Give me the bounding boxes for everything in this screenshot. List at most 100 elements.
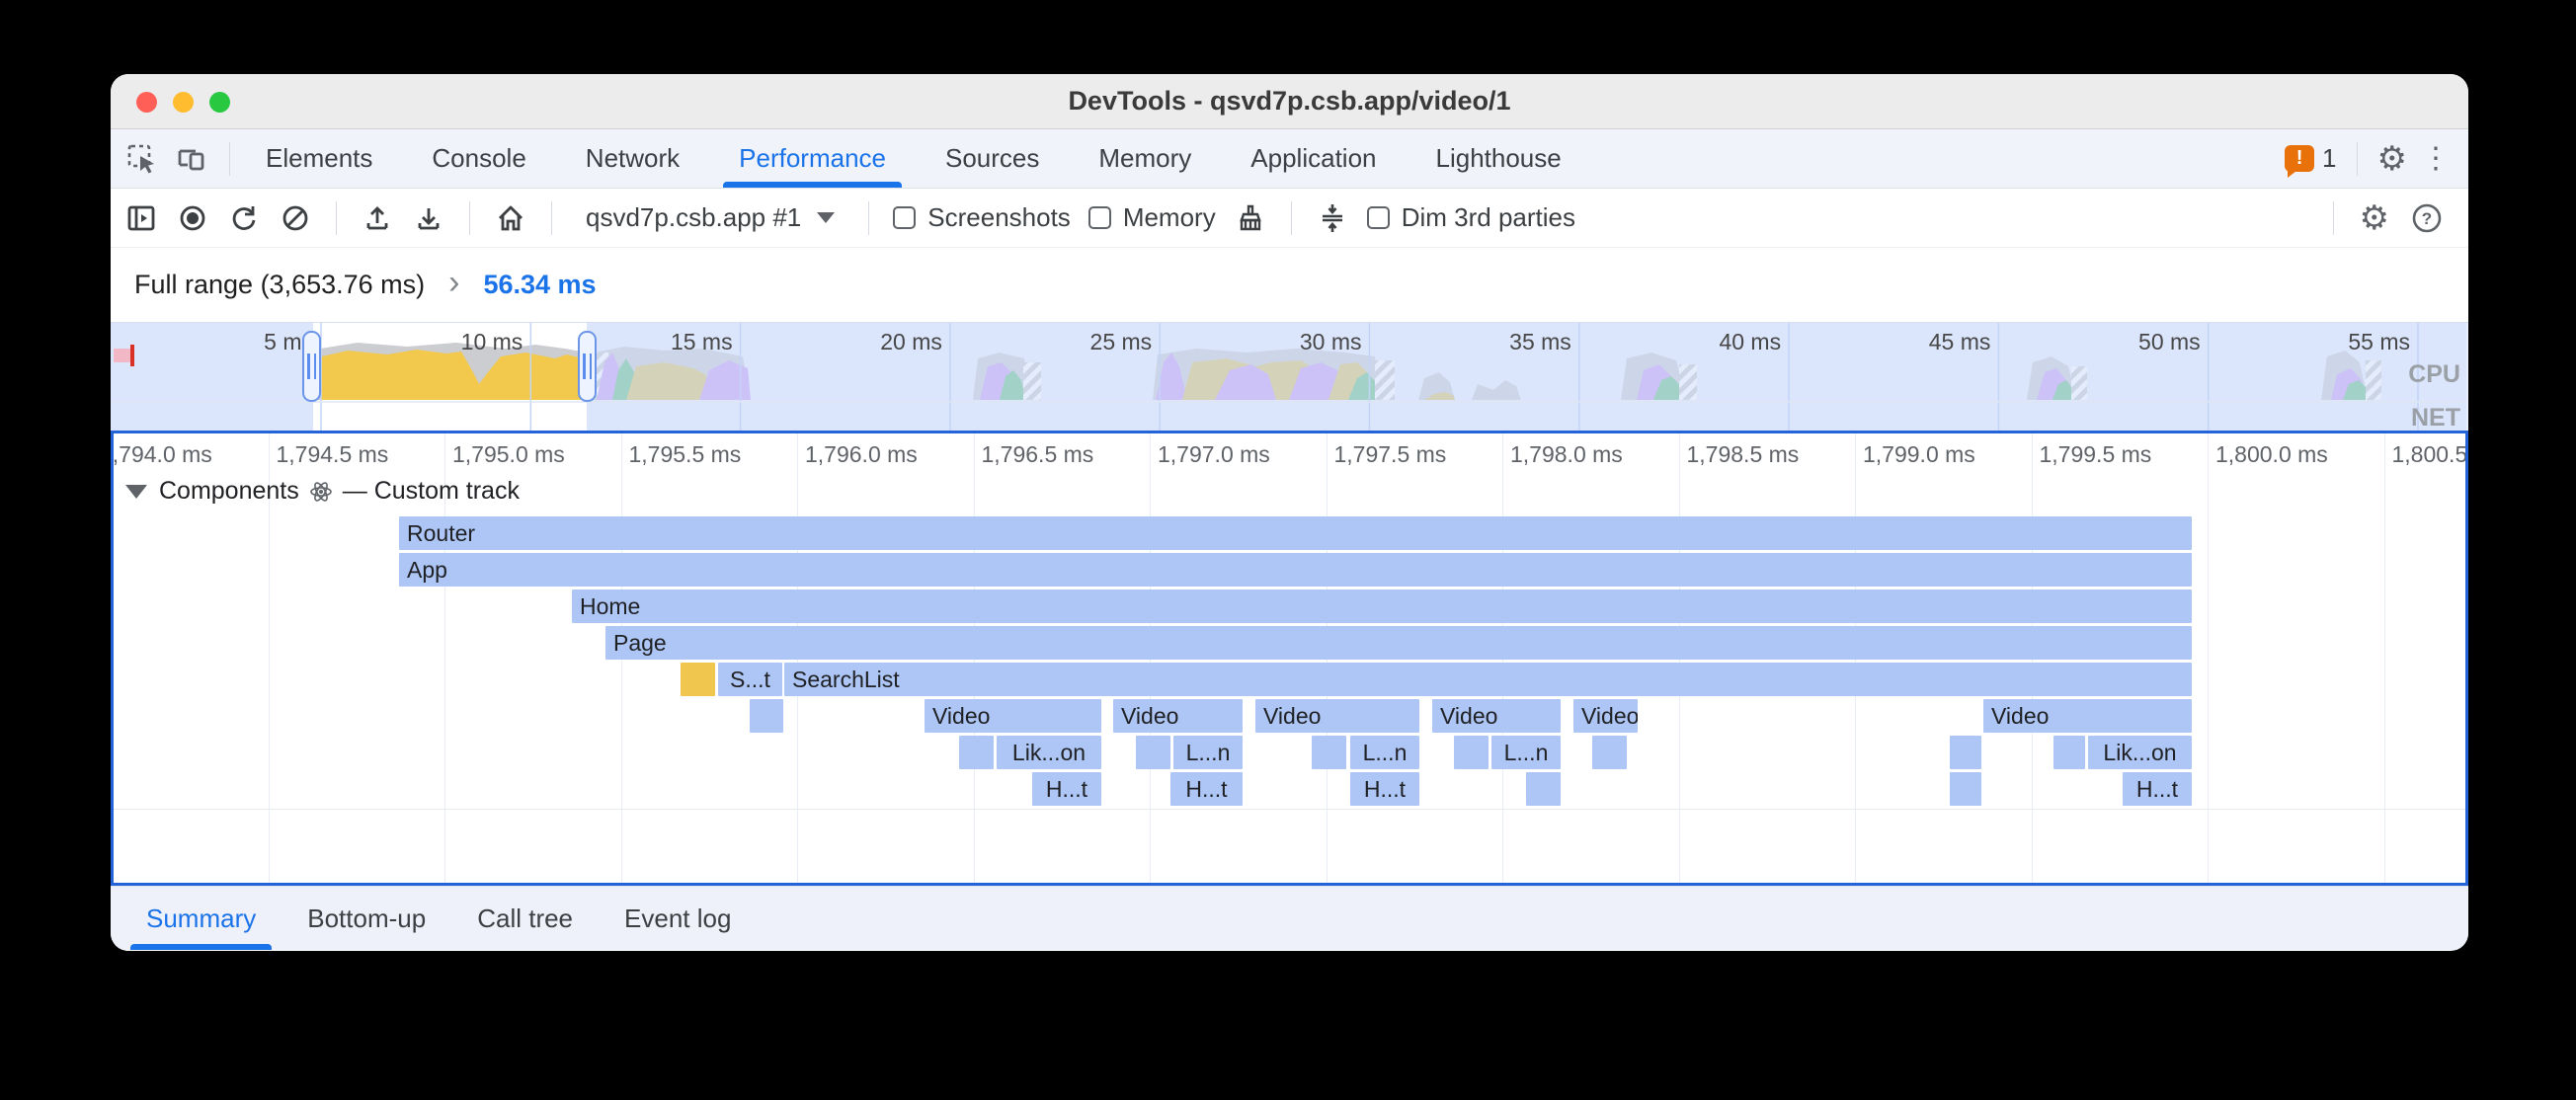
help-icon[interactable]: ? bbox=[2409, 200, 2445, 236]
minimap-tick-label: 10 ms bbox=[460, 329, 523, 354]
timeline-overview[interactable]: 5 ms 10 ms 15 ms 20 ms 25 ms 30 ms 35 ms 40 ms 4… bbox=[111, 322, 2468, 431]
flame-bar[interactable] bbox=[1312, 736, 1346, 769]
settings-gear-icon[interactable]: ⚙ bbox=[2376, 139, 2407, 178]
left-window-handle[interactable] bbox=[302, 331, 321, 402]
garbage-collect-icon[interactable] bbox=[1234, 201, 1267, 235]
tab-console[interactable]: Console bbox=[432, 143, 526, 173]
collapse-triangle-icon bbox=[125, 484, 147, 499]
flame-bar[interactable] bbox=[750, 699, 783, 733]
flame-bar[interactable] bbox=[1592, 736, 1627, 769]
flame-bar-video[interactable]: Video bbox=[1573, 699, 1638, 733]
download-profile-icon[interactable] bbox=[412, 201, 445, 235]
divider bbox=[229, 141, 230, 176]
flame-bar-searchlist[interactable]: SearchList bbox=[784, 663, 2192, 696]
target-name: qsvd7p.csb.app #1 bbox=[586, 202, 802, 232]
inspect-element-icon[interactable] bbox=[124, 141, 160, 177]
dim-3rd-parties-checkbox[interactable]: Dim 3rd parties bbox=[1366, 202, 1575, 233]
flame-bar-video[interactable]: Video bbox=[1255, 699, 1419, 733]
full-range-crumb[interactable]: Full range (3,653.76 ms) bbox=[134, 270, 426, 299]
flame-bar[interactable] bbox=[959, 736, 994, 769]
flame-bar-l-n[interactable]: L...n bbox=[1173, 736, 1243, 769]
axis-tick-label: 1,797.5 ms bbox=[1333, 441, 1447, 467]
titlebar: DevTools - qsvd7p.csb.app/video/1 bbox=[111, 74, 2468, 129]
zoom-window-button[interactable] bbox=[209, 92, 230, 113]
flame-chart-pane[interactable]: 1,794.0 ms 1,794.5 ms 1,795.0 ms 1,795.5 ms… bbox=[111, 431, 2468, 886]
flame-bar-video[interactable]: Video bbox=[1113, 699, 1243, 733]
tab-elements[interactable]: Elements bbox=[266, 143, 373, 173]
bottom-tab-event-log[interactable]: Event log bbox=[624, 903, 732, 933]
tab-lighthouse[interactable]: Lighthouse bbox=[1435, 143, 1562, 173]
device-toolbar-icon[interactable] bbox=[174, 141, 209, 177]
tab-network[interactable]: Network bbox=[585, 143, 681, 173]
issues-badge[interactable]: ! 1 bbox=[2285, 143, 2337, 178]
reload-record-icon[interactable] bbox=[227, 201, 261, 235]
screenshots-checkbox[interactable]: Screenshots bbox=[893, 202, 1071, 233]
flame-bar-h-t[interactable]: H...t bbox=[1350, 772, 1419, 806]
flame-bar-s-t[interactable]: S...t bbox=[718, 663, 782, 696]
tab-sources[interactable]: Sources bbox=[945, 143, 1040, 173]
divider bbox=[2332, 200, 2334, 235]
issue-count: 1 bbox=[2322, 143, 2337, 173]
minimize-window-button[interactable] bbox=[173, 92, 194, 113]
flame-bar-router[interactable]: Router bbox=[399, 516, 2192, 550]
network-request-bar bbox=[114, 349, 133, 362]
flame-bar[interactable] bbox=[1454, 736, 1489, 769]
axis-tick-label: 1,795.0 ms bbox=[452, 441, 565, 467]
selected-range-crumb[interactable]: 56.34 ms bbox=[483, 270, 597, 299]
flame-bar[interactable] bbox=[1136, 736, 1170, 769]
axis-tick-label: 1,794.5 ms bbox=[276, 441, 389, 467]
chevron-down-icon bbox=[817, 212, 836, 223]
flame-bar-lik-on[interactable]: Lik...on bbox=[997, 736, 1101, 769]
tab-memory[interactable]: Memory bbox=[1098, 143, 1192, 173]
flame-bar-video[interactable]: Video bbox=[1983, 699, 2192, 733]
flame-bar[interactable] bbox=[1526, 772, 1561, 806]
toggle-sidebar-icon[interactable] bbox=[124, 201, 158, 235]
flame-bar-video[interactable]: Video bbox=[1432, 699, 1561, 733]
flame-bar-l-n[interactable]: L...n bbox=[1350, 736, 1419, 769]
memory-checkbox[interactable]: Memory bbox=[1087, 202, 1216, 233]
flame-bar-h-t[interactable]: H...t bbox=[1170, 772, 1243, 806]
axis-tick-label: 1,800.0 ms bbox=[2215, 441, 2328, 467]
axis-tick-label: 1,798.0 ms bbox=[1510, 441, 1623, 467]
flame-bar-app[interactable]: App bbox=[399, 553, 2192, 587]
flame-bar[interactable] bbox=[1950, 736, 1981, 769]
cpu-overview-chart bbox=[111, 323, 2466, 431]
tab-application[interactable]: Application bbox=[1250, 143, 1377, 173]
axis-tick-label: 1,798.5 ms bbox=[1686, 441, 1800, 467]
home-icon[interactable] bbox=[494, 201, 527, 235]
track-title-suffix: — Custom track bbox=[342, 477, 520, 505]
tab-performance[interactable]: Performance bbox=[709, 129, 916, 188]
collapse-sections-icon[interactable] bbox=[1316, 201, 1349, 235]
flame-bar-video[interactable]: Video bbox=[925, 699, 1101, 733]
bottom-tab-summary[interactable]: Summary bbox=[121, 887, 282, 950]
flame-bar-h-t[interactable]: H...t bbox=[2123, 772, 2192, 806]
devtools-tabbar: Elements Console Network Performance Sources… bbox=[111, 129, 2468, 189]
bottom-tab-bottom-up[interactable]: Bottom-up bbox=[307, 903, 427, 933]
flame-bar-l-n[interactable]: L...n bbox=[1491, 736, 1561, 769]
track-header[interactable]: Components — Custom track bbox=[125, 477, 520, 506]
clear-icon[interactable] bbox=[279, 201, 312, 235]
axis-tick-label: 1,796.0 ms bbox=[805, 441, 918, 467]
flame-bar[interactable] bbox=[1950, 772, 1981, 806]
record-icon[interactable] bbox=[176, 201, 209, 235]
capture-settings-gear-icon[interactable]: ⚙ bbox=[2359, 198, 2389, 237]
bottom-tab-call-tree[interactable]: Call tree bbox=[477, 903, 574, 933]
target-selector[interactable]: qsvd7p.csb.app #1 bbox=[576, 202, 845, 233]
upload-profile-icon[interactable] bbox=[361, 201, 394, 235]
right-window-handle[interactable] bbox=[578, 331, 597, 402]
devtools-window: DevTools - qsvd7p.csb.app/video/1 Elemen… bbox=[111, 74, 2468, 951]
flame-bar-home[interactable]: Home bbox=[572, 589, 2192, 623]
traffic-lights bbox=[136, 92, 230, 113]
track-title: Components bbox=[159, 477, 299, 505]
kebab-menu-icon[interactable]: ⋮ bbox=[2421, 141, 2451, 175]
flame-bar[interactable] bbox=[681, 663, 715, 696]
divider bbox=[336, 200, 337, 235]
axis-tick-label: 1,799.5 ms bbox=[2039, 441, 2152, 467]
memory-label: Memory bbox=[1122, 202, 1216, 232]
flame-bar-lik-on[interactable]: Lik...on bbox=[2088, 736, 2192, 769]
close-window-button[interactable] bbox=[136, 92, 157, 113]
flame-bar[interactable] bbox=[2053, 736, 2085, 769]
minimap-tick-label: 50 ms bbox=[2138, 329, 2201, 354]
flame-bar-h-t[interactable]: H...t bbox=[1032, 772, 1101, 806]
flame-bar-page[interactable]: Page bbox=[605, 626, 2192, 660]
